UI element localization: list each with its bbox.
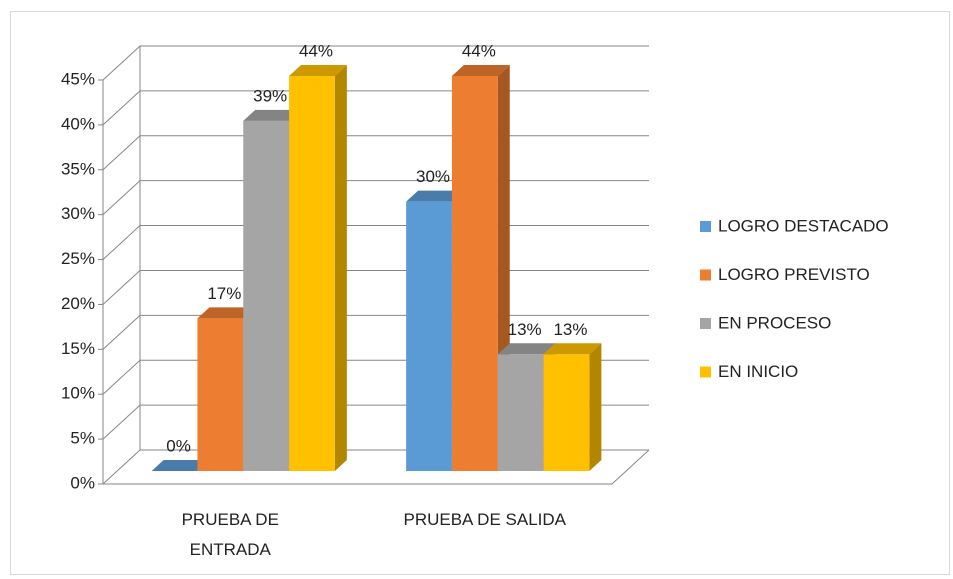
- bar: [197, 318, 244, 471]
- value-label: 13%: [508, 320, 542, 339]
- legend-swatch: [700, 221, 711, 232]
- bar-top: [543, 343, 602, 355]
- chart-border: [10, 11, 950, 575]
- bar: [543, 354, 590, 471]
- value-label: 17%: [207, 284, 241, 303]
- floor: [103, 449, 650, 485]
- legend-label: EN PROCESO: [718, 313, 831, 332]
- bar-side: [334, 64, 347, 471]
- grid-line: [102, 269, 649, 305]
- legend-label: LOGRO DESTACADO: [718, 216, 889, 235]
- grid-line: [102, 45, 649, 81]
- bar-top: [497, 343, 556, 355]
- bar: [243, 120, 290, 471]
- grid-line: [102, 135, 649, 171]
- legend-label: EN INICIO: [718, 362, 798, 381]
- y-tick-label: 45%: [61, 69, 95, 88]
- bar: [451, 75, 498, 471]
- legend-swatch: [700, 318, 711, 329]
- y-tick-label: 5%: [70, 429, 95, 448]
- bar-top: [451, 64, 510, 76]
- value-label: 13%: [553, 320, 587, 339]
- y-tick-label: 20%: [61, 294, 95, 313]
- bar-top: [151, 460, 210, 471]
- bar-top: [197, 307, 256, 319]
- y-tick-label: 25%: [61, 249, 95, 268]
- bar: [497, 354, 544, 471]
- legend-swatch: [700, 366, 711, 378]
- bar-side: [589, 343, 602, 471]
- y-tick-label: 0%: [70, 473, 95, 492]
- y-tick-label: 30%: [61, 204, 95, 223]
- value-label: 30%: [416, 167, 450, 186]
- y-tick-label: 15%: [61, 339, 95, 358]
- legend-label: LOGRO PREVISTO: [718, 265, 870, 284]
- value-label: 39%: [253, 86, 287, 105]
- grid-line: [102, 180, 649, 216]
- grid-line: [102, 225, 649, 260]
- bar: [289, 75, 335, 471]
- bar: [406, 201, 452, 471]
- bar-top: [406, 190, 464, 202]
- value-label: 44%: [299, 41, 333, 60]
- y-tick-label: 40%: [61, 114, 95, 133]
- y-tick-label: 10%: [61, 384, 95, 403]
- legend-swatch: [700, 269, 711, 281]
- y-tick-label: 35%: [61, 159, 95, 178]
- value-label: 44%: [462, 41, 496, 60]
- grid-line: [102, 90, 649, 126]
- value-label: 0%: [166, 436, 191, 455]
- x-tick-label: PRUEBA DE SALIDA: [403, 510, 566, 529]
- bar-top: [243, 109, 302, 121]
- x-tick-label: PRUEBA DE ENTRADA: [181, 510, 279, 559]
- bar-top: [289, 64, 347, 76]
